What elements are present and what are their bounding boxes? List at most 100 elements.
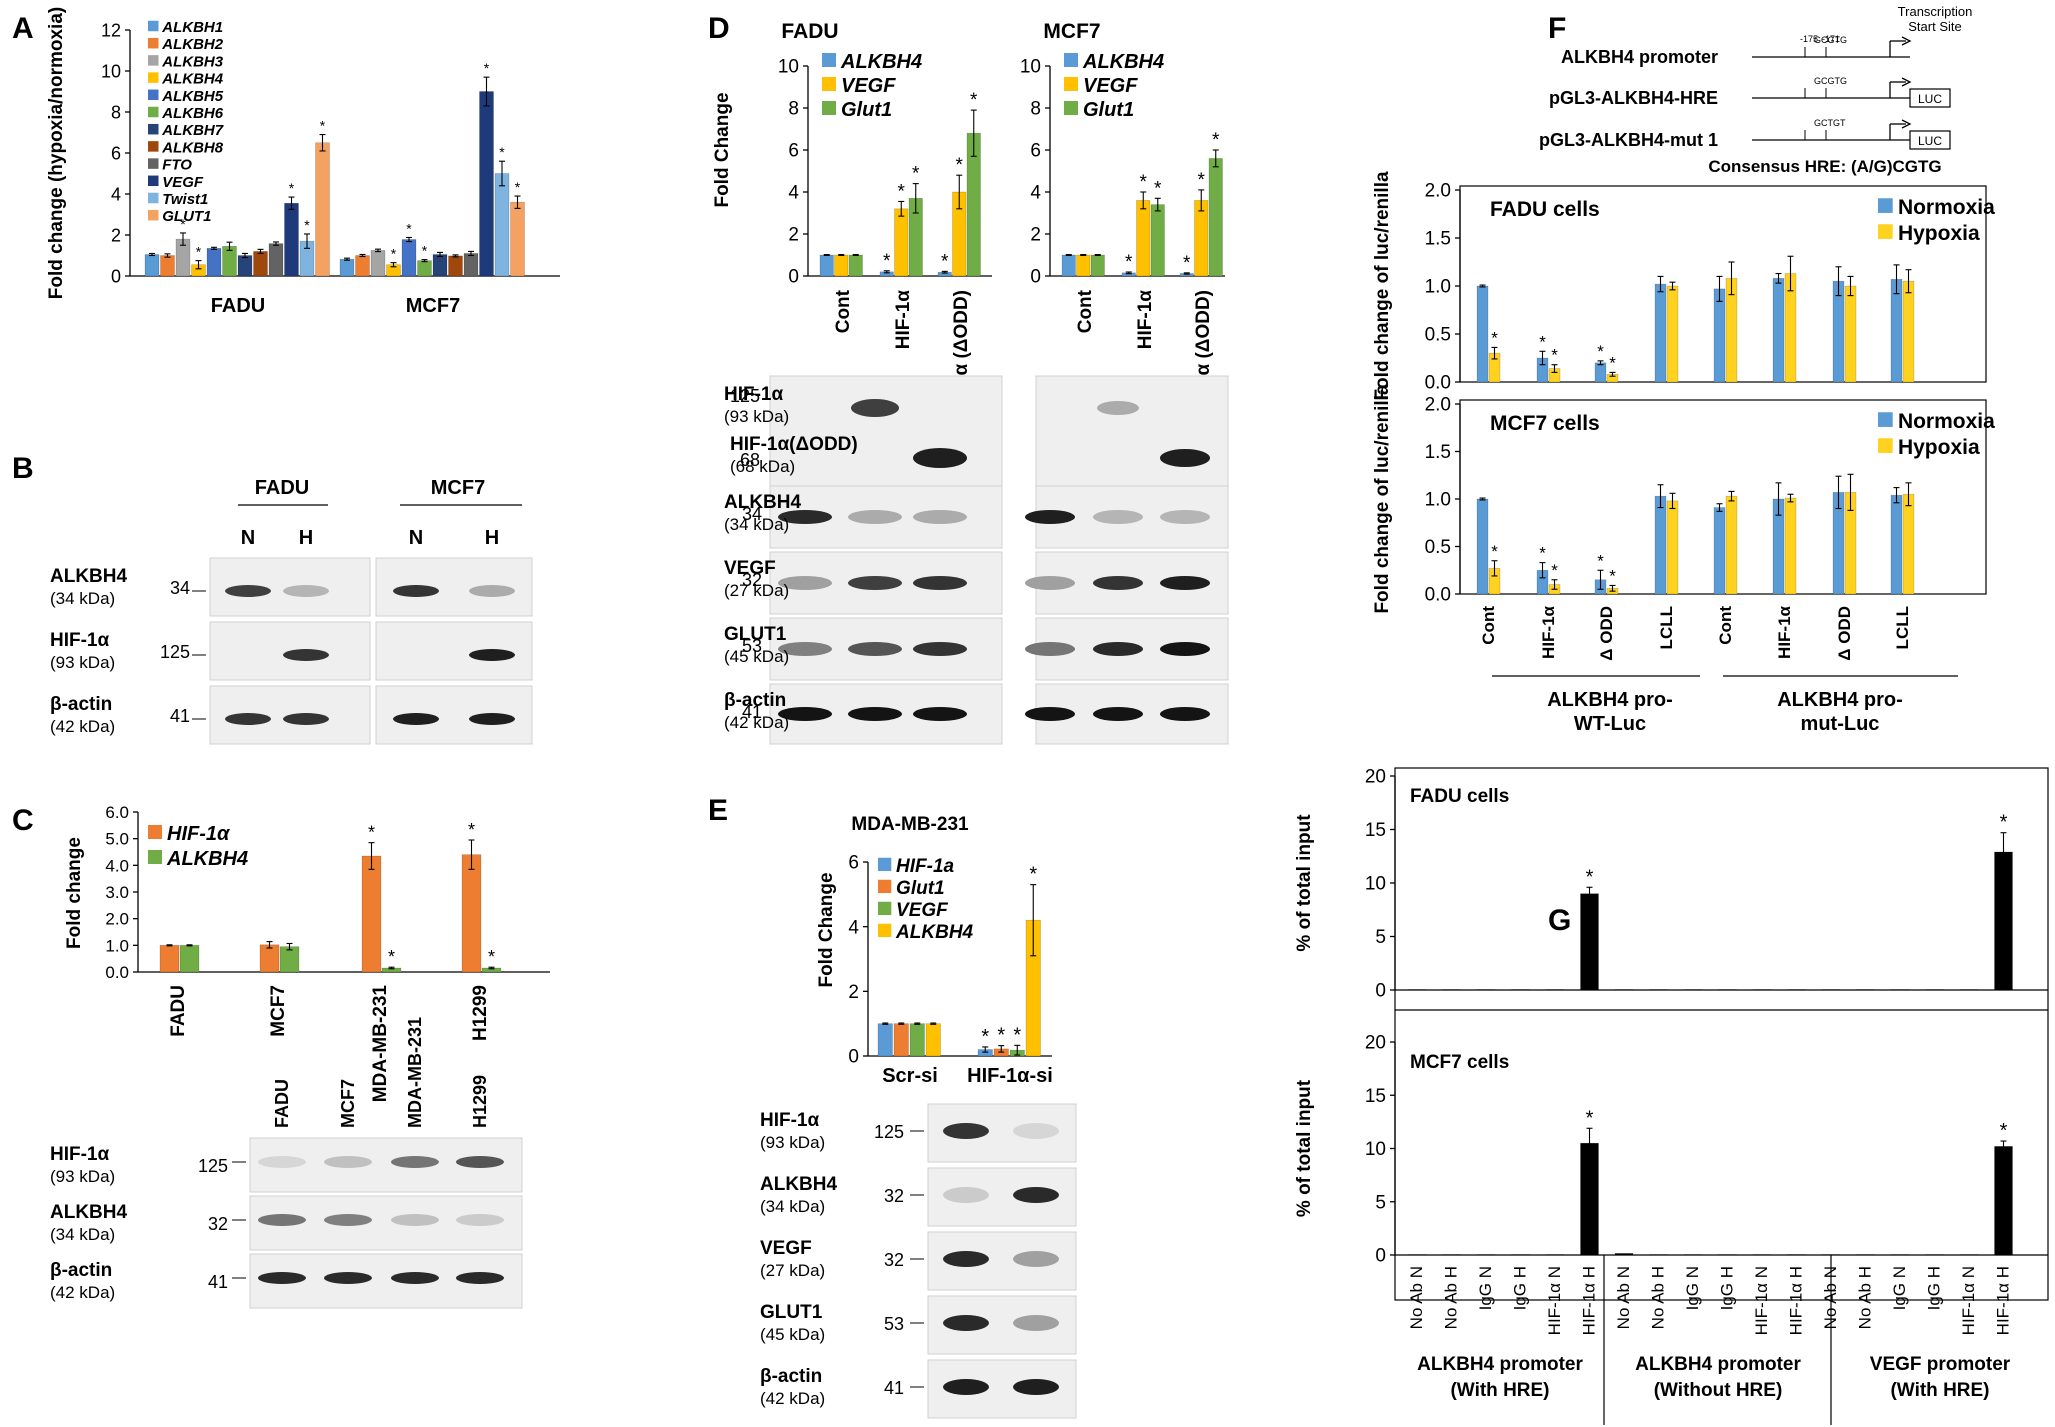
blot-band: [391, 1272, 439, 1284]
bar: [401, 239, 417, 277]
bar: [1594, 362, 1607, 383]
group-label: (With HRE): [1890, 1380, 1989, 1401]
protein-label: VEGF: [724, 558, 776, 579]
lane-label: FADU: [272, 1079, 292, 1128]
construct-label: pGL3-ALKBH4-HRE: [1549, 88, 1718, 108]
tss-arrowhead: [1901, 119, 1912, 129]
blot-band: [258, 1156, 306, 1168]
significance-star: *: [422, 243, 428, 259]
legend-label: ALKBH4: [1082, 51, 1164, 73]
molecular-weight-label: (45 kDa): [724, 647, 789, 666]
y-tick-label: 0: [1375, 981, 1386, 1002]
blot-band: [1025, 642, 1075, 656]
legend-label: VEGF: [841, 75, 896, 97]
significance-star: *: [1609, 566, 1616, 585]
bar: [268, 243, 284, 277]
y-tick-label: 1.0: [1425, 277, 1451, 298]
protein-label: HIF-1α(ΔODD): [730, 434, 858, 455]
significance-star: *: [1539, 332, 1546, 351]
significance-star: *: [484, 60, 490, 76]
molecular-weight-label: (27 kDa): [760, 1261, 825, 1280]
marker-size: 32: [884, 1250, 904, 1270]
y-axis-title: Fold Change: [816, 872, 837, 987]
significance-star: *: [997, 1025, 1005, 1047]
bar: [1654, 495, 1667, 595]
lane-label: N: [409, 527, 423, 549]
legend-swatch: [1878, 438, 1893, 453]
luc-label: LUC: [1918, 92, 1942, 106]
protein-label: ALKBH4: [50, 1202, 127, 1223]
lane-label: MCF7: [338, 1079, 358, 1128]
legend-swatch: [148, 20, 159, 32]
tss-label: Transcription: [1898, 4, 1973, 19]
blot-band: [1160, 510, 1210, 524]
legend-swatch: [148, 37, 159, 49]
protein-label: GLUT1: [760, 1302, 823, 1323]
bar: [894, 208, 909, 277]
legend-label: ALKBH5: [161, 88, 223, 105]
bar: [159, 945, 180, 973]
blot-band: [225, 713, 271, 725]
legend-swatch: [148, 72, 159, 83]
bar: [893, 1023, 909, 1057]
significance-star: *: [941, 251, 949, 272]
bar: [925, 1023, 941, 1057]
consensus-label: Consensus HRE: (A/G)CGTG: [1708, 157, 1941, 176]
bar: [1683, 1254, 1703, 1256]
marker-size: 32: [884, 1186, 904, 1206]
group-label: ALKBH4 pro-: [1777, 689, 1903, 711]
legend-label: ALKBH4: [895, 922, 973, 943]
bar: [1890, 278, 1903, 383]
bar: [1136, 200, 1151, 277]
panel-letter: B: [12, 452, 34, 485]
bar: [1994, 1146, 2013, 1256]
x-category-label: HIF-1α: [893, 290, 914, 350]
legend-swatch: [878, 901, 892, 916]
blot-band: [1160, 449, 1210, 467]
y-tick-label: 2.0: [105, 910, 129, 929]
blot-band: [324, 1214, 372, 1226]
marker-size: 32: [208, 1214, 228, 1234]
protein-label: HIF-1α: [50, 1144, 110, 1165]
y-tick-label: 6.0: [105, 803, 129, 822]
panel-letter: F: [1548, 12, 1566, 45]
bar: [1925, 1254, 1944, 1256]
bar: [1076, 254, 1091, 277]
y-axis-title: Fold change: [64, 837, 85, 949]
blot-band: [943, 1315, 989, 1331]
blot-band: [1025, 510, 1075, 524]
significance-star: *: [1586, 1107, 1594, 1129]
legend-swatch: [148, 89, 159, 101]
x-category-label: Δ ODD: [1835, 606, 1854, 661]
y-tick-label: 2.0: [1425, 181, 1451, 202]
blot-band: [1093, 642, 1143, 656]
marker-size: 41: [170, 706, 190, 726]
significance-star: *: [1586, 866, 1594, 888]
significance-star: *: [883, 251, 891, 272]
protein-label: ALKBH4: [760, 1174, 837, 1195]
marker-size: 125: [874, 1122, 904, 1142]
marker-size: 125: [160, 642, 190, 662]
significance-star: *: [1491, 542, 1498, 561]
construct-label: pGL3-ALKBH4-mut 1: [1539, 130, 1718, 150]
y-tick-label: 0: [1030, 267, 1041, 288]
significance-star: *: [1140, 172, 1148, 193]
bar: [1856, 989, 1875, 991]
significance-star: *: [912, 164, 920, 185]
x-category-label: IgG H: [1925, 1266, 1944, 1310]
x-category-label: HIF-1α: [1135, 290, 1156, 350]
bar: [1787, 1254, 1806, 1256]
significance-star: *: [2000, 1120, 2008, 1142]
y-tick-label: 0.5: [1425, 537, 1451, 558]
molecular-weight-label: (93 kDa): [50, 1167, 115, 1186]
lane-label: H: [485, 527, 499, 549]
legend-label: ALKBH4: [840, 51, 922, 73]
bar: [1545, 989, 1565, 991]
group-label: ALKBH4 pro-: [1547, 689, 1673, 711]
bar: [1442, 989, 1461, 991]
legend-swatch: [148, 209, 159, 221]
y-tick-label: 0.5: [1425, 325, 1451, 346]
legend-swatch: [148, 192, 159, 204]
significance-star: *: [970, 90, 978, 111]
blot-band: [1013, 1251, 1059, 1267]
